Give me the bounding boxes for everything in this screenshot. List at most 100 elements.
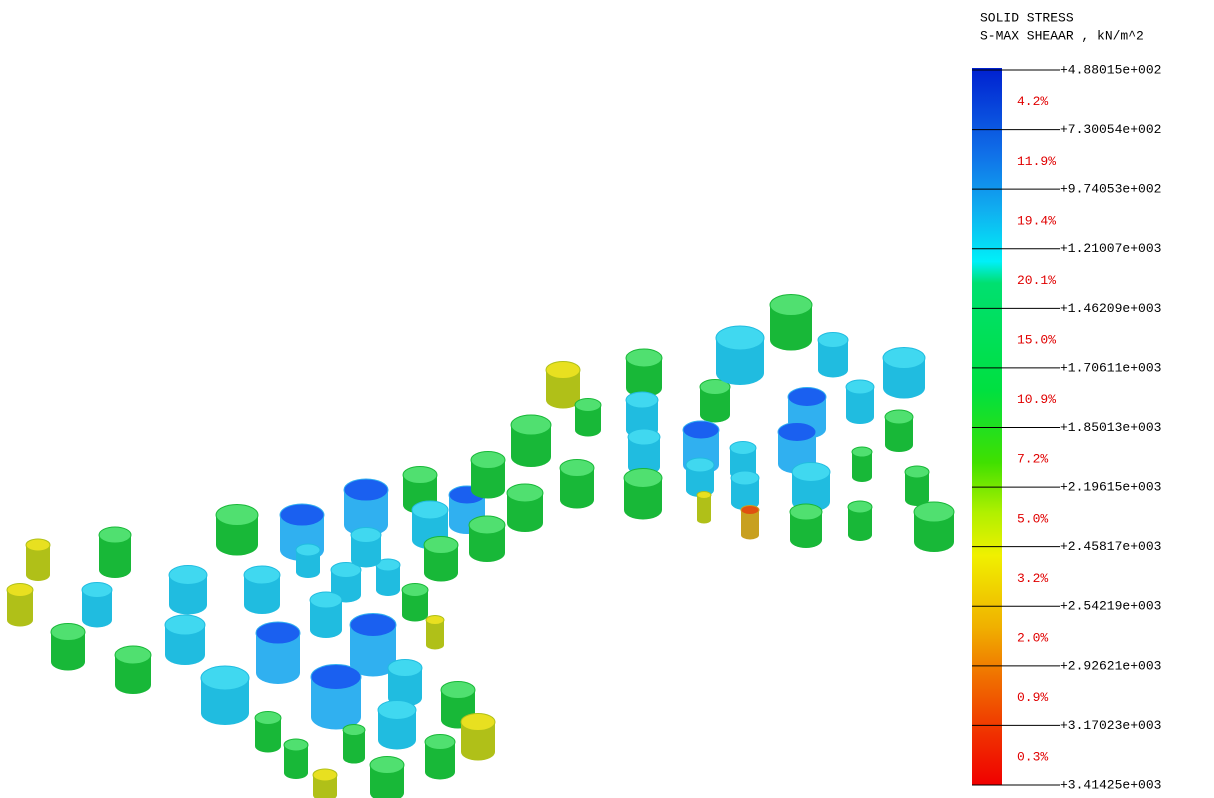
percentage-label: 2.0%: [1017, 630, 1048, 645]
pile-column: [343, 725, 365, 764]
column-top: [560, 460, 594, 477]
column-top: [403, 467, 437, 484]
level-label: +7.30054e+002: [1060, 122, 1161, 137]
column-top: [885, 410, 913, 424]
pile-column: [624, 469, 662, 520]
pile-column: [169, 566, 207, 615]
level-label: +2.54219e+003: [1060, 599, 1161, 614]
percentage-label: 20.1%: [1017, 273, 1056, 288]
percentage-label: 3.2%: [1017, 571, 1048, 586]
pile-column: [770, 295, 812, 351]
percentage-label: 10.9%: [1017, 392, 1056, 407]
column-top: [507, 484, 543, 502]
column-top: [683, 421, 719, 439]
column-top: [792, 463, 830, 482]
percentage-label: 11.9%: [1017, 154, 1056, 169]
pile-column: [424, 537, 458, 582]
column-top: [115, 646, 151, 664]
column-top: [402, 584, 428, 597]
column-top: [244, 566, 280, 584]
level-label: +1.85013e+003: [1060, 420, 1161, 435]
pile-column: [216, 505, 258, 556]
column-top: [424, 537, 458, 554]
column-top: [378, 701, 416, 720]
column-top: [370, 757, 404, 774]
level-label: +3.41425e+003: [1060, 777, 1161, 792]
level-label: +2.45817e+003: [1060, 539, 1161, 554]
pile-column: [697, 492, 711, 524]
column-top: [82, 583, 112, 598]
column-top: [7, 584, 33, 597]
legend-title: SOLID STRESS: [980, 10, 1074, 25]
column-top: [790, 504, 822, 520]
column-top: [471, 452, 505, 469]
pile-column: [914, 502, 954, 552]
column-top: [388, 660, 422, 677]
column-top: [818, 333, 848, 348]
column-top: [626, 349, 662, 367]
column-top: [852, 447, 872, 457]
column-top: [846, 380, 874, 394]
percentage-label: 5.0%: [1017, 511, 1048, 526]
pile-column: [425, 735, 455, 780]
pile-column: [883, 348, 925, 399]
pile-column: [560, 460, 594, 509]
column-top: [425, 735, 455, 750]
percentage-label: 0.9%: [1017, 690, 1048, 705]
color-bar: [972, 68, 1002, 785]
pile-column: [686, 458, 714, 497]
level-label: +1.70611e+003: [1060, 360, 1161, 375]
pile-column: [310, 592, 342, 638]
column-top: [461, 714, 495, 731]
pile-column: [507, 484, 543, 532]
column-top: [344, 479, 388, 501]
pile-column: [376, 559, 400, 596]
pile-column: [351, 528, 381, 568]
pile-column: [244, 566, 280, 614]
column-top: [741, 506, 759, 515]
pile-column: [370, 757, 404, 798]
pile-column: [51, 624, 85, 671]
column-top: [575, 399, 601, 412]
pile-column: [852, 447, 872, 482]
pile-column: [255, 712, 281, 753]
column-top: [296, 544, 320, 556]
pile-column: [165, 615, 205, 665]
column-top: [778, 423, 816, 442]
level-label: +1.21007e+003: [1060, 241, 1161, 256]
column-top: [255, 712, 281, 725]
pile-column: [848, 501, 872, 541]
pile-column: [311, 665, 361, 730]
level-label: +1.46209e+003: [1060, 301, 1161, 316]
pile-column: [626, 349, 662, 397]
column-top: [313, 769, 337, 781]
pile-column: [7, 584, 33, 627]
pile-column: [716, 326, 764, 385]
column-top: [697, 492, 711, 499]
column-top: [848, 501, 872, 513]
pile-column: [461, 714, 495, 761]
column-top: [280, 504, 324, 526]
column-top: [216, 505, 258, 526]
level-label: +2.19615e+003: [1060, 480, 1161, 495]
pile-column: [201, 666, 249, 725]
column-top: [284, 739, 308, 751]
pile-column: [818, 333, 848, 378]
column-top: [311, 665, 361, 690]
pile-column: [741, 506, 759, 540]
column-top: [169, 566, 207, 585]
column-top: [201, 666, 249, 690]
column-top: [686, 458, 714, 472]
level-label: +3.17023e+003: [1060, 718, 1161, 733]
pile-column: [905, 466, 929, 506]
percentage-label: 15.0%: [1017, 333, 1056, 348]
pile-column: [511, 415, 551, 467]
contour-view: SOLID STRESS S-MAX SHEAAR , kN/m^2 +4.88…: [0, 0, 1214, 798]
pile-column: [313, 769, 337, 798]
pile-column: [426, 616, 444, 650]
column-top: [343, 725, 365, 736]
pile-column: [296, 544, 320, 578]
percentage-label: 19.4%: [1017, 213, 1056, 228]
pile-column: [402, 584, 428, 622]
level-label: +4.88015e+002: [1060, 62, 1161, 77]
